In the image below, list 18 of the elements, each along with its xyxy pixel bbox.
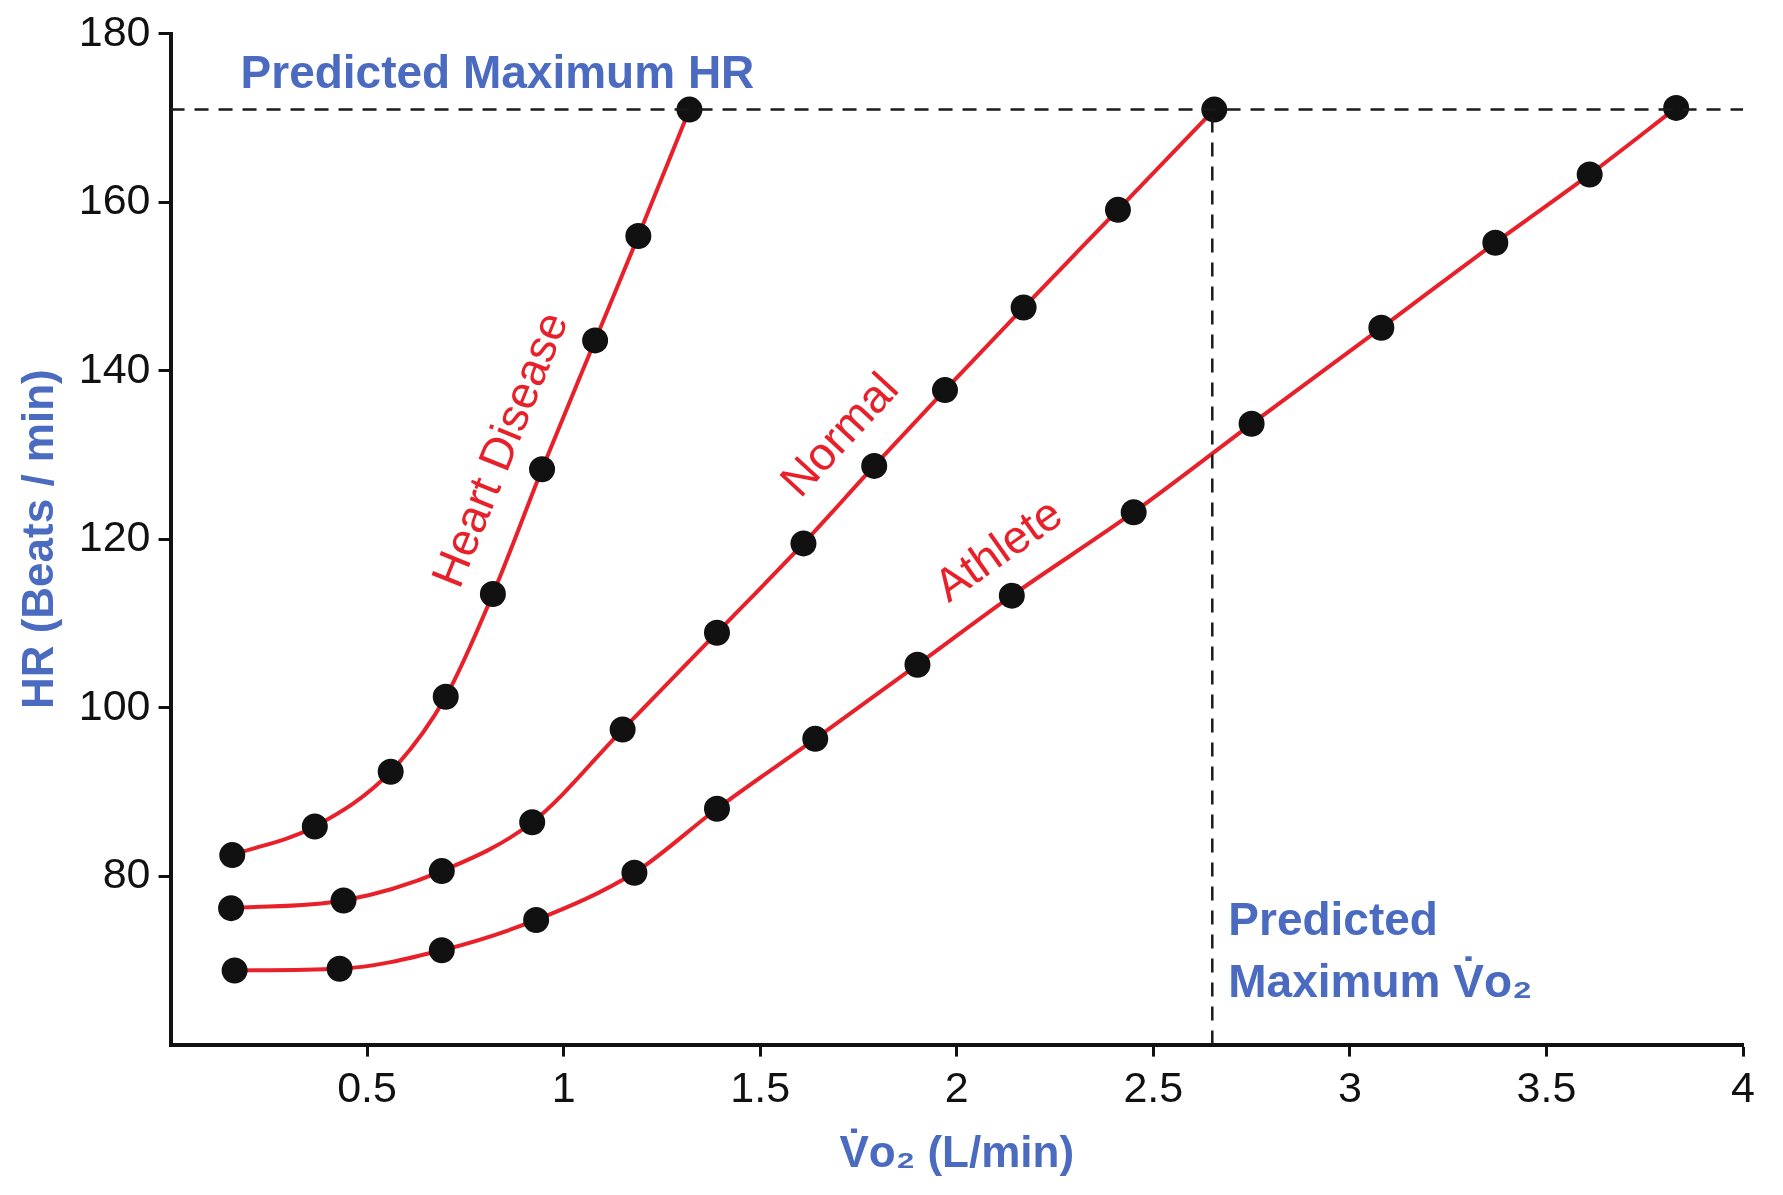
- y-tick-label: 80: [102, 848, 151, 897]
- y-tick-label: 140: [78, 343, 151, 392]
- x-tick-label: 3.5: [1516, 1063, 1577, 1112]
- y-tick-label: 160: [78, 175, 151, 224]
- x-tick-label: 2.5: [1123, 1063, 1184, 1112]
- ref-line-label: Predicted Maximum HR: [240, 45, 755, 98]
- x-tick-label: 1: [551, 1063, 576, 1112]
- y-tick-label: 120: [78, 512, 151, 561]
- x-axis-title: V̇o₂ (L/min): [839, 1126, 1075, 1176]
- x-tick-label: 3: [1337, 1063, 1362, 1112]
- x-tick-label: 1.5: [730, 1063, 791, 1112]
- x-tick-label: 2: [944, 1063, 969, 1112]
- ref-line-label: Predicted Maximum V̇o₂: [1228, 892, 1533, 1007]
- x-tick-label: 4: [1731, 1063, 1755, 1112]
- x-tick-label: 0.5: [337, 1063, 397, 1112]
- y-tick-label: 100: [78, 680, 151, 729]
- y-tick-label: 180: [78, 6, 151, 55]
- y-axis-title: HR (Beats / min): [12, 369, 62, 710]
